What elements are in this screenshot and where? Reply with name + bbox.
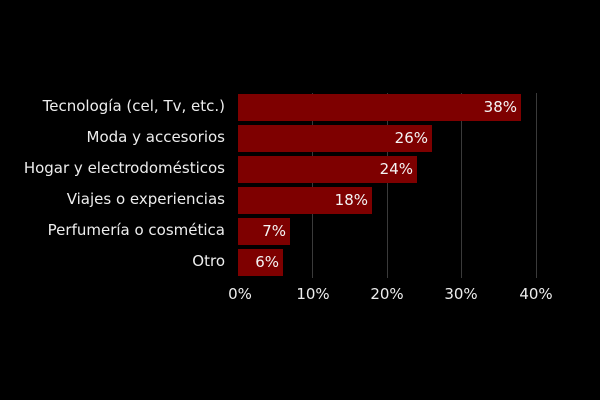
gridline-20 (387, 93, 388, 278)
bar-value: 24% (379, 160, 413, 178)
bar-value: 6% (255, 253, 279, 271)
bar: 38% (238, 94, 521, 121)
bar-value: 26% (394, 129, 428, 147)
gridline-10 (312, 93, 313, 278)
category-label: Moda y accesorios (86, 128, 225, 146)
x-tick-label: 0% (228, 285, 252, 303)
bar-value: 38% (483, 98, 517, 116)
x-tick-label: 10% (296, 285, 330, 303)
category-label: Otro (192, 252, 225, 270)
x-tick-label: 20% (370, 285, 404, 303)
bar: 24% (238, 156, 417, 183)
bar-value: 18% (334, 191, 368, 209)
x-tick-label: 30% (444, 285, 478, 303)
category-label: Tecnología (cel, Tv, etc.) (42, 97, 225, 115)
bar-value: 7% (262, 222, 286, 240)
bar: 7% (238, 218, 290, 245)
category-label: Hogar y electrodomésticos (23, 159, 225, 177)
gridline-30 (461, 93, 462, 278)
bar: 18% (238, 187, 372, 214)
category-label: Viajes o experiencias (66, 190, 225, 208)
x-tick-label: 40% (519, 285, 553, 303)
gridline-40 (536, 93, 537, 278)
category-label: Perfumería o cosmética (47, 221, 225, 239)
bar: 6% (238, 249, 283, 276)
bar: 26% (238, 125, 432, 152)
